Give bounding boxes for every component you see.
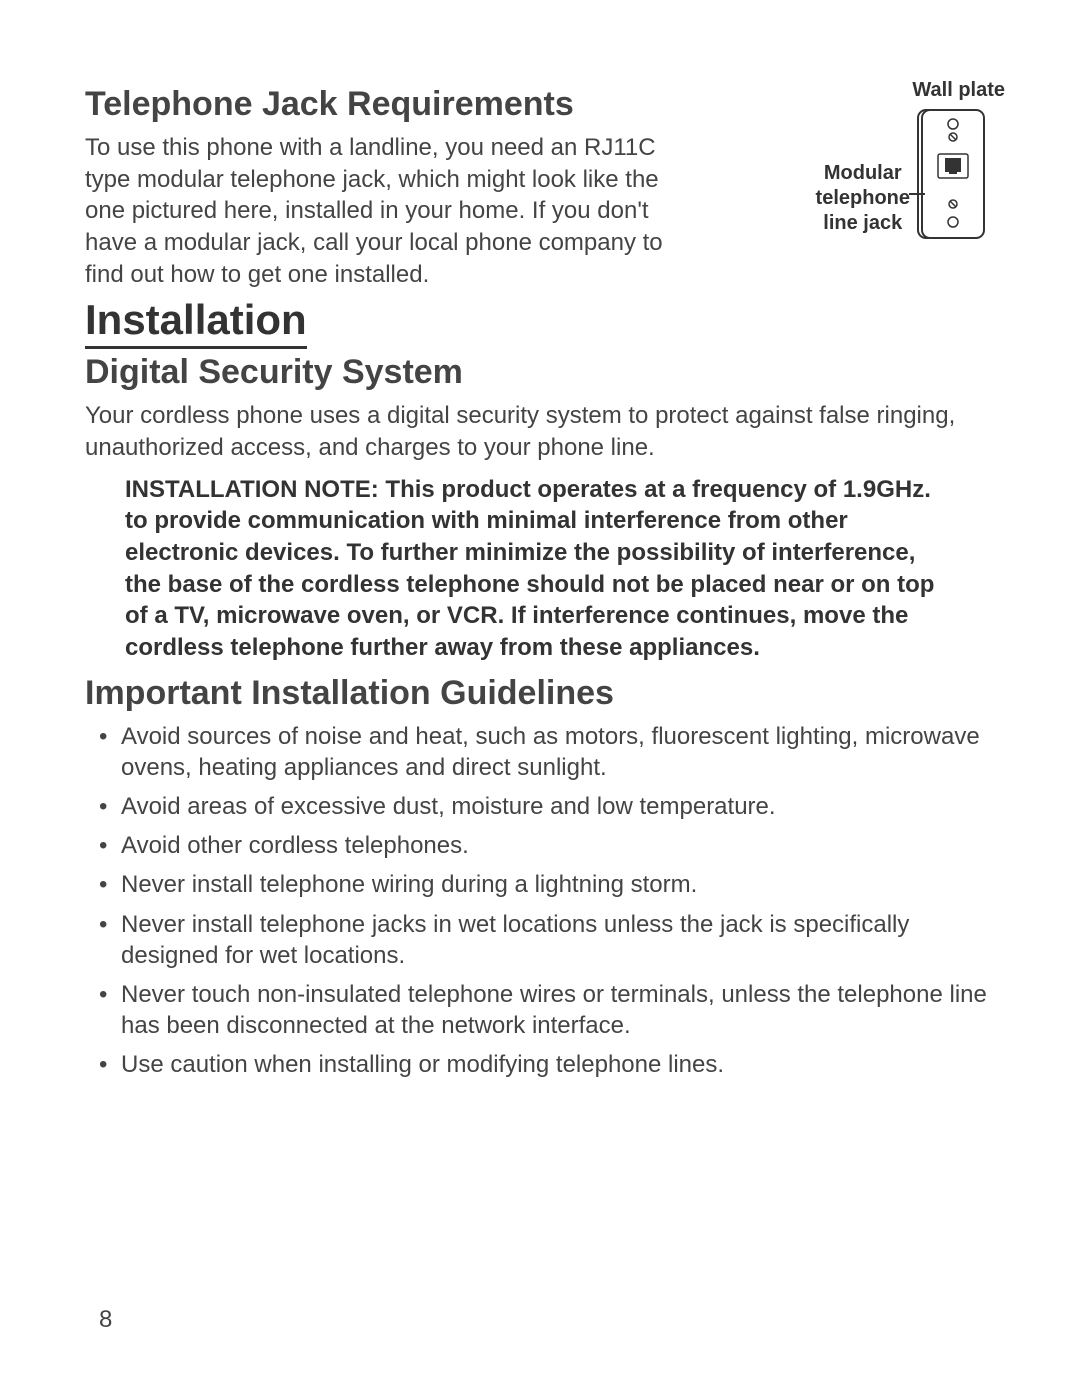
label-pointer-line: [909, 193, 925, 195]
list-item: Avoid areas of excessive dust, moisture …: [85, 791, 995, 822]
heading-installation: Installation: [85, 296, 307, 349]
installation-note: INSTALLATION NOTE: This product operates…: [125, 474, 935, 664]
top-section: Telephone Jack Requirements To use this …: [85, 85, 995, 290]
heading-digital-security: Digital Security System: [85, 353, 995, 392]
heading-guidelines: Important Installation Guidelines: [85, 674, 995, 713]
jack-label-line3: line jack: [823, 212, 902, 234]
wall-plate-diagram: Wall plate: [912, 79, 1005, 243]
list-item: Use caution when installing or modifying…: [85, 1049, 995, 1080]
jack-label-line1: Modular: [824, 162, 902, 184]
list-item: Never touch non-insulated telephone wire…: [85, 979, 995, 1041]
list-item: Never install telephone wiring during a …: [85, 869, 995, 900]
jack-label-line2: telephone: [816, 187, 910, 209]
heading-jack-requirements: Telephone Jack Requirements: [85, 85, 995, 124]
modular-jack-label: Modular telephone line jack: [816, 161, 910, 236]
paragraph-digital-security: Your cordless phone uses a digital secur…: [85, 400, 995, 463]
guidelines-list: Avoid sources of noise and heat, such as…: [85, 721, 995, 1081]
paragraph-jack-requirements: To use this phone with a landline, you n…: [85, 132, 695, 290]
list-item: Never install telephone jacks in wet loc…: [85, 909, 995, 971]
manual-page: Telephone Jack Requirements To use this …: [85, 85, 995, 1324]
wall-plate-icon: [912, 108, 992, 243]
wall-plate-label: Wall plate: [912, 79, 1005, 102]
list-item: Avoid other cordless telephones.: [85, 830, 995, 861]
list-item: Avoid sources of noise and heat, such as…: [85, 721, 995, 783]
installation-note-text: INSTALLATION NOTE: This product operates…: [125, 474, 935, 664]
page-number: 8: [99, 1306, 112, 1334]
